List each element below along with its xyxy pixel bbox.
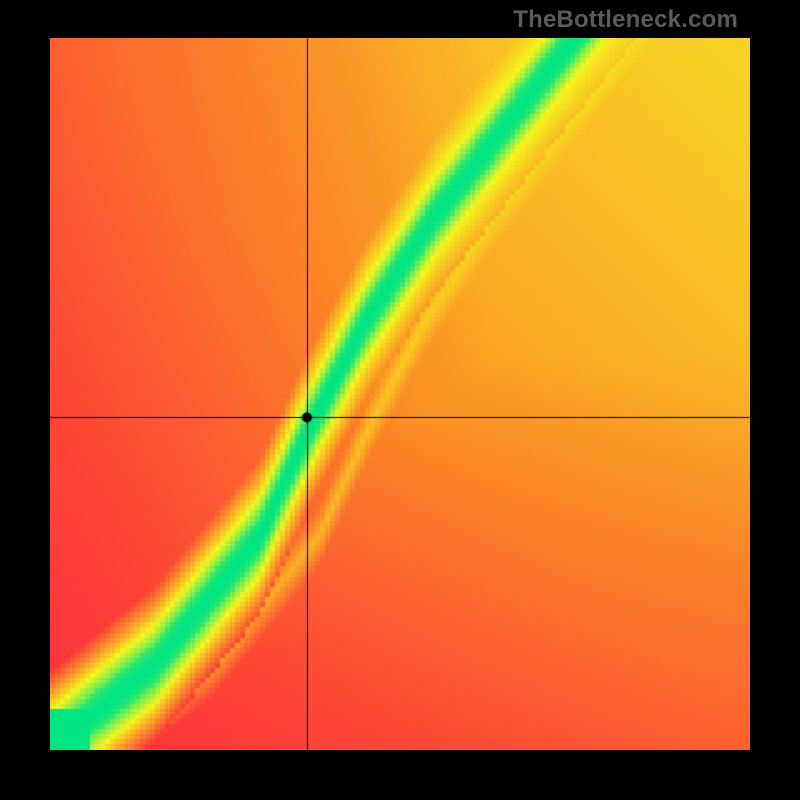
watermark-label: TheBottleneck.com bbox=[513, 6, 738, 34]
heatmap-canvas bbox=[50, 38, 750, 750]
chart-container: TheBottleneck.com bbox=[0, 0, 800, 800]
heatmap-plot bbox=[50, 38, 750, 750]
